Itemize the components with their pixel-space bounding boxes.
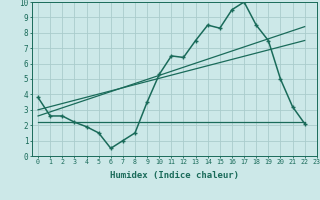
X-axis label: Humidex (Indice chaleur): Humidex (Indice chaleur) [110,171,239,180]
